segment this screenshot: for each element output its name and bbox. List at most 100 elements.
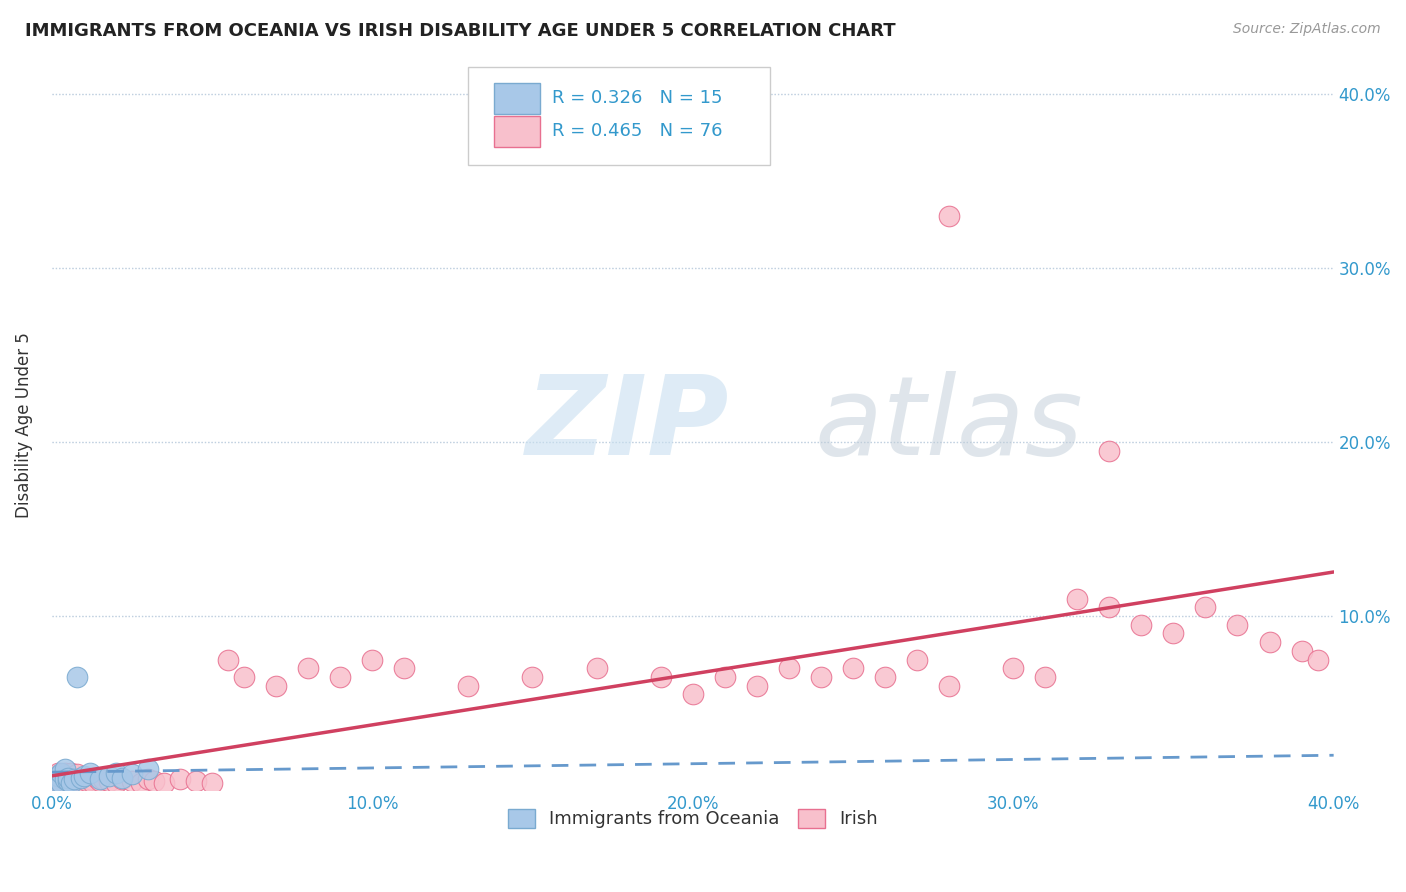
Point bbox=[46, 765, 69, 780]
Point bbox=[56, 771, 79, 785]
Point bbox=[136, 772, 159, 787]
Point bbox=[46, 769, 69, 783]
Point bbox=[69, 771, 91, 785]
Point bbox=[136, 762, 159, 776]
Point bbox=[56, 778, 79, 792]
Point bbox=[585, 661, 607, 675]
Point bbox=[63, 772, 86, 787]
Point bbox=[745, 679, 768, 693]
Point bbox=[938, 209, 960, 223]
Point bbox=[778, 661, 800, 675]
Point bbox=[650, 670, 672, 684]
Point bbox=[938, 679, 960, 693]
Point bbox=[63, 778, 86, 792]
Text: Source: ZipAtlas.com: Source: ZipAtlas.com bbox=[1233, 22, 1381, 37]
Point bbox=[104, 765, 127, 780]
Point bbox=[1226, 617, 1249, 632]
Text: R = 0.465   N = 76: R = 0.465 N = 76 bbox=[551, 122, 723, 140]
FancyBboxPatch shape bbox=[494, 83, 540, 113]
Point bbox=[1033, 670, 1056, 684]
Point bbox=[53, 762, 76, 776]
Point bbox=[69, 778, 91, 792]
Point bbox=[56, 769, 79, 783]
Point bbox=[91, 772, 114, 787]
Point bbox=[53, 771, 76, 785]
Text: ZIP: ZIP bbox=[526, 371, 730, 478]
Point bbox=[59, 776, 82, 790]
Text: atlas: atlas bbox=[814, 371, 1083, 478]
FancyBboxPatch shape bbox=[494, 116, 540, 146]
Point bbox=[217, 652, 239, 666]
Point bbox=[53, 765, 76, 780]
Point bbox=[1098, 443, 1121, 458]
Point bbox=[66, 670, 89, 684]
Point bbox=[457, 679, 479, 693]
Point bbox=[44, 774, 66, 789]
Point bbox=[361, 652, 384, 666]
Point bbox=[51, 778, 73, 792]
Point bbox=[66, 767, 89, 781]
FancyBboxPatch shape bbox=[468, 67, 769, 166]
Point bbox=[98, 774, 121, 789]
Point bbox=[44, 774, 66, 789]
Point bbox=[873, 670, 896, 684]
Point bbox=[89, 774, 111, 789]
Point bbox=[46, 776, 69, 790]
Point bbox=[1291, 644, 1313, 658]
Point bbox=[51, 767, 73, 781]
Point bbox=[79, 765, 101, 780]
Point bbox=[76, 774, 98, 789]
Point bbox=[905, 652, 928, 666]
Point bbox=[59, 776, 82, 790]
Point bbox=[121, 774, 143, 789]
Point bbox=[329, 670, 352, 684]
Point bbox=[842, 661, 865, 675]
Point bbox=[121, 767, 143, 781]
Point bbox=[1130, 617, 1153, 632]
Legend: Immigrants from Oceania, Irish: Immigrants from Oceania, Irish bbox=[501, 802, 884, 836]
Y-axis label: Disability Age Under 5: Disability Age Under 5 bbox=[15, 332, 32, 517]
Point bbox=[56, 772, 79, 787]
Point bbox=[73, 769, 96, 783]
Point bbox=[1258, 635, 1281, 649]
Point bbox=[82, 776, 104, 790]
Point bbox=[682, 687, 704, 701]
Point bbox=[59, 765, 82, 780]
Point bbox=[143, 774, 166, 789]
Point bbox=[66, 771, 89, 785]
Point bbox=[233, 670, 256, 684]
Point bbox=[79, 772, 101, 787]
Point bbox=[69, 772, 91, 787]
Point bbox=[53, 772, 76, 787]
Point bbox=[104, 776, 127, 790]
Point bbox=[184, 774, 207, 789]
Point bbox=[297, 661, 319, 675]
Point bbox=[713, 670, 735, 684]
Point bbox=[522, 670, 544, 684]
Point bbox=[1066, 591, 1088, 606]
Point bbox=[1163, 626, 1185, 640]
Point bbox=[46, 771, 69, 785]
Point bbox=[86, 771, 108, 785]
Point bbox=[51, 772, 73, 787]
Point bbox=[264, 679, 287, 693]
Point bbox=[53, 776, 76, 790]
Point bbox=[111, 771, 134, 785]
Point bbox=[51, 765, 73, 780]
Point bbox=[56, 774, 79, 789]
Point bbox=[73, 776, 96, 790]
Point bbox=[59, 771, 82, 785]
Point bbox=[89, 772, 111, 787]
Point bbox=[169, 772, 191, 787]
Point bbox=[51, 776, 73, 790]
Point bbox=[44, 769, 66, 783]
Point bbox=[66, 776, 89, 790]
Point bbox=[131, 776, 153, 790]
Point bbox=[1194, 600, 1216, 615]
Point bbox=[394, 661, 416, 675]
Point bbox=[98, 769, 121, 783]
Point bbox=[1002, 661, 1025, 675]
Text: R = 0.326   N = 15: R = 0.326 N = 15 bbox=[551, 89, 723, 107]
Point bbox=[201, 776, 224, 790]
Text: IMMIGRANTS FROM OCEANIA VS IRISH DISABILITY AGE UNDER 5 CORRELATION CHART: IMMIGRANTS FROM OCEANIA VS IRISH DISABIL… bbox=[25, 22, 896, 40]
